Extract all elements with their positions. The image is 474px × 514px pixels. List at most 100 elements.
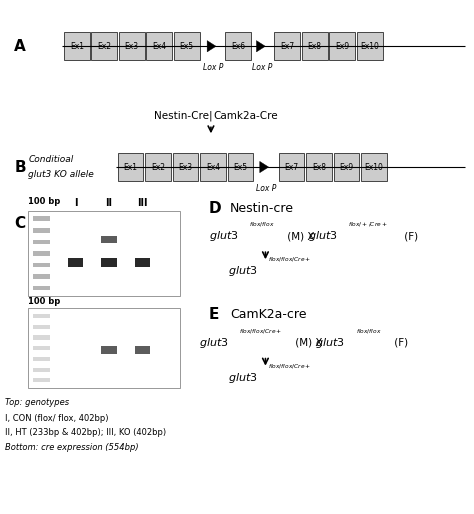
Bar <box>33 240 50 244</box>
Text: glut3 KO allele: glut3 KO allele <box>28 170 94 179</box>
Text: Ex8: Ex8 <box>312 162 326 172</box>
Text: Ex9: Ex9 <box>339 162 354 172</box>
Bar <box>91 32 117 60</box>
Text: Lox P: Lox P <box>256 184 276 193</box>
Text: Ex7: Ex7 <box>280 42 294 51</box>
Text: Ex8: Ex8 <box>308 42 322 51</box>
Bar <box>33 251 50 256</box>
Bar <box>118 153 143 181</box>
Text: Conditioal: Conditioal <box>28 155 73 164</box>
Text: $^{flox/flox/Cre+}$: $^{flox/flox/Cre+}$ <box>268 257 311 266</box>
Text: Ex6: Ex6 <box>231 42 245 51</box>
Bar <box>28 211 180 296</box>
Bar <box>33 346 50 351</box>
Text: (F): (F) <box>401 231 418 242</box>
Text: Top: genotypes: Top: genotypes <box>5 398 69 408</box>
Text: Ex3: Ex3 <box>178 162 192 172</box>
Text: Ex4: Ex4 <box>206 162 220 172</box>
Text: B: B <box>14 159 26 175</box>
Text: $glut3$: $glut3$ <box>308 229 338 244</box>
Text: $glut3$: $glut3$ <box>315 336 345 350</box>
Text: $^{flox/flox}$: $^{flox/flox}$ <box>356 328 381 338</box>
Text: Ex9: Ex9 <box>335 42 349 51</box>
Text: A: A <box>14 39 26 54</box>
Text: $^{flox/+/Cre+}$: $^{flox/+/Cre+}$ <box>348 222 388 231</box>
Text: Ex1: Ex1 <box>70 42 84 51</box>
Polygon shape <box>256 41 265 52</box>
Text: 100 bp: 100 bp <box>28 196 61 206</box>
Text: Ex10: Ex10 <box>365 162 383 172</box>
Text: Ex10: Ex10 <box>360 42 379 51</box>
Text: (M) X: (M) X <box>284 231 318 242</box>
Bar <box>279 153 304 181</box>
Bar <box>33 368 50 372</box>
Bar <box>33 263 50 267</box>
Text: $^{flox/flox/Cre+}$: $^{flox/flox/Cre+}$ <box>239 328 283 338</box>
Bar <box>173 153 198 181</box>
Bar <box>33 378 50 382</box>
Bar <box>28 308 180 388</box>
Bar <box>302 32 328 60</box>
Text: Lox P: Lox P <box>253 63 273 72</box>
Bar <box>64 32 90 60</box>
Bar <box>68 258 83 267</box>
Text: $glut3$: $glut3$ <box>199 336 229 350</box>
Bar <box>33 357 50 361</box>
Text: $^{flox/flox/Cre+}$: $^{flox/flox/Cre+}$ <box>268 363 311 373</box>
Text: Nestin-Cre: Nestin-Cre <box>154 111 209 121</box>
Text: Bottom: cre expression (554bp): Bottom: cre expression (554bp) <box>5 443 138 452</box>
Bar <box>33 286 50 290</box>
Text: Ex1: Ex1 <box>123 162 137 172</box>
Bar <box>101 258 117 267</box>
Text: (F): (F) <box>391 338 408 348</box>
Bar <box>200 153 226 181</box>
Text: Ex2: Ex2 <box>151 162 165 172</box>
Bar <box>274 32 300 60</box>
Text: II, HT (233bp & 402bp); III, KO (402bp): II, HT (233bp & 402bp); III, KO (402bp) <box>5 428 166 437</box>
Text: I, CON (flox/ flox, 402bp): I, CON (flox/ flox, 402bp) <box>5 414 108 423</box>
Text: II: II <box>106 198 112 208</box>
Bar <box>334 153 359 181</box>
Text: |: | <box>209 111 213 121</box>
Polygon shape <box>260 161 269 173</box>
Polygon shape <box>207 41 216 52</box>
Bar <box>361 153 387 181</box>
Text: $^{flox/flox}$: $^{flox/flox}$ <box>249 222 274 231</box>
Text: CamK2a-cre: CamK2a-cre <box>230 308 306 321</box>
Bar <box>101 236 117 243</box>
Text: III: III <box>137 198 147 208</box>
Bar <box>33 325 50 329</box>
Bar <box>119 32 145 60</box>
Text: $glut3$: $glut3$ <box>209 229 238 244</box>
Text: Ex5: Ex5 <box>233 162 247 172</box>
Text: Camk2a-Cre: Camk2a-Cre <box>213 111 278 121</box>
Bar <box>174 32 200 60</box>
Bar <box>146 32 172 60</box>
Text: Ex3: Ex3 <box>125 42 139 51</box>
Bar <box>33 314 50 318</box>
Bar <box>145 153 171 181</box>
Text: Lox P: Lox P <box>203 63 223 72</box>
Bar <box>101 346 117 354</box>
Bar <box>33 216 50 221</box>
Text: C: C <box>14 216 25 231</box>
Bar <box>33 336 50 340</box>
Bar <box>135 258 150 267</box>
Text: 100 bp: 100 bp <box>28 297 61 306</box>
Text: $glut3$: $glut3$ <box>228 264 257 279</box>
Text: Ex4: Ex4 <box>152 42 166 51</box>
Bar <box>33 228 50 232</box>
Text: D: D <box>209 200 221 216</box>
Bar <box>329 32 355 60</box>
Text: $glut3$: $glut3$ <box>228 371 257 385</box>
Bar <box>306 153 332 181</box>
Text: Nestin-cre: Nestin-cre <box>230 201 294 215</box>
Bar <box>225 32 251 60</box>
Bar <box>135 346 150 354</box>
Text: Ex5: Ex5 <box>180 42 194 51</box>
Text: (M) X: (M) X <box>292 338 325 348</box>
Bar <box>33 274 50 279</box>
Text: I: I <box>74 198 78 208</box>
Bar <box>357 32 383 60</box>
Text: E: E <box>209 307 219 322</box>
